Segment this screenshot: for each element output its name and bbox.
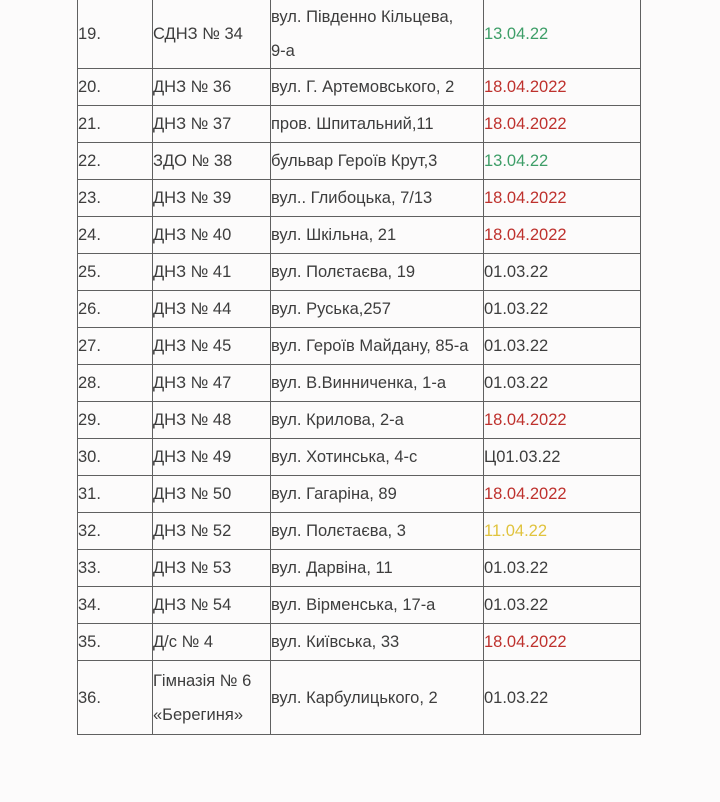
table-body: 19. СДНЗ № 34 вул. Південно Кільцева, 9-…: [77, 0, 641, 735]
date-cell: 18.04.2022: [483, 105, 641, 143]
row-number-cell: 23.: [77, 179, 153, 217]
row-number-cell: 24.: [77, 216, 153, 254]
date-cell: 18.04.2022: [483, 623, 641, 661]
date-cell: 01.03.22: [483, 364, 641, 402]
institution-cell: ДНЗ № 39: [152, 179, 271, 217]
row-number-cell: 26.: [77, 290, 153, 328]
institution-cell: Гімназія № 6 «Берегиня»: [152, 660, 271, 735]
table-row: 26. ДНЗ № 44 вул. Руська,257 01.03.22: [77, 290, 641, 328]
address-cell: вул. Г. Артемовського, 2: [270, 68, 484, 106]
table-row: 29. ДНЗ № 48 вул. Крилова, 2-а 18.04.202…: [77, 401, 641, 439]
row-number-cell: 21.: [77, 105, 153, 143]
row-number-cell: 22.: [77, 142, 153, 180]
row-number-cell: 31.: [77, 475, 153, 513]
date-cell: Ц01.03.22: [483, 438, 641, 476]
address-cell: вул. Гагаріна, 89: [270, 475, 484, 513]
row-number-cell: 20.: [77, 68, 153, 106]
address-cell: вул. Полєтаєва, 3: [270, 512, 484, 550]
date-cell: 01.03.22: [483, 549, 641, 587]
table-row: 25. ДНЗ № 41 вул. Полєтаєва, 19 01.03.22: [77, 253, 641, 291]
address-cell: вул. Київська, 33: [270, 623, 484, 661]
table-row: 31. ДНЗ № 50 вул. Гагаріна, 89 18.04.202…: [77, 475, 641, 513]
address-cell: вул. Полєтаєва, 19: [270, 253, 484, 291]
address-cell: вул. Героїв Майдану, 85-а: [270, 327, 484, 365]
row-number-cell: 34.: [77, 586, 153, 624]
address-cell: вул. Дарвіна, 11: [270, 549, 484, 587]
date-cell: 11.04.22: [483, 512, 641, 550]
table-row: 20. ДНЗ № 36 вул. Г. Артемовського, 2 18…: [77, 68, 641, 106]
institution-cell: ДНЗ № 49: [152, 438, 271, 476]
institution-cell: ДНЗ № 36: [152, 68, 271, 106]
row-number-cell: 25.: [77, 253, 153, 291]
date-cell: 18.04.2022: [483, 216, 641, 254]
institution-cell: ЗДО № 38: [152, 142, 271, 180]
row-number-cell: 32.: [77, 512, 153, 550]
table-row: 23. ДНЗ № 39 вул.. Глибоцька, 7/13 18.04…: [77, 179, 641, 217]
institution-cell: СДНЗ № 34: [152, 0, 271, 69]
table-row: 35. Д/с № 4 вул. Київська, 33 18.04.2022: [77, 623, 641, 661]
table-row: 36. Гімназія № 6 «Берегиня» вул. Карбули…: [77, 660, 641, 735]
table-row: 28. ДНЗ № 47 вул. В.Винниченка, 1-а 01.0…: [77, 364, 641, 402]
address-cell: вул. Хотинська, 4-с: [270, 438, 484, 476]
institution-cell: ДНЗ № 40: [152, 216, 271, 254]
institution-cell: ДНЗ № 44: [152, 290, 271, 328]
date-cell: 01.03.22: [483, 660, 641, 735]
institutions-schedule-table: 19. СДНЗ № 34 вул. Південно Кільцева, 9-…: [77, 0, 641, 735]
date-cell: 01.03.22: [483, 586, 641, 624]
address-cell: вул. Вірменська, 17-а: [270, 586, 484, 624]
row-number-cell: 29.: [77, 401, 153, 439]
row-number-cell: 28.: [77, 364, 153, 402]
row-number-cell: 33.: [77, 549, 153, 587]
institution-cell: ДНЗ № 45: [152, 327, 271, 365]
table-row: 33. ДНЗ № 53 вул. Дарвіна, 11 01.03.22: [77, 549, 641, 587]
institution-cell: ДНЗ № 52: [152, 512, 271, 550]
date-cell: 01.03.22: [483, 327, 641, 365]
institution-cell: ДНЗ № 47: [152, 364, 271, 402]
row-number-cell: 19.: [77, 0, 153, 69]
address-cell: бульвар Героїв Крут,3: [270, 142, 484, 180]
address-cell: пров. Шпитальний,11: [270, 105, 484, 143]
table-row: 32. ДНЗ № 52 вул. Полєтаєва, 3 11.04.22: [77, 512, 641, 550]
row-number-cell: 36.: [77, 660, 153, 735]
table-row: 34. ДНЗ № 54 вул. Вірменська, 17-а 01.03…: [77, 586, 641, 624]
table-row: 27. ДНЗ № 45 вул. Героїв Майдану, 85-а 0…: [77, 327, 641, 365]
institution-cell: ДНЗ № 48: [152, 401, 271, 439]
institution-cell: ДНЗ № 54: [152, 586, 271, 624]
table-row: 21. ДНЗ № 37 пров. Шпитальний,11 18.04.2…: [77, 105, 641, 143]
date-cell: 18.04.2022: [483, 179, 641, 217]
address-cell: вул. Крилова, 2-а: [270, 401, 484, 439]
date-cell: 13.04.22: [483, 142, 641, 180]
institution-cell: ДНЗ № 53: [152, 549, 271, 587]
address-cell: вул.. Глибоцька, 7/13: [270, 179, 484, 217]
date-cell: 01.03.22: [483, 253, 641, 291]
address-cell: вул. Руська,257: [270, 290, 484, 328]
institution-cell: ДНЗ № 37: [152, 105, 271, 143]
date-cell: 13.04.22: [483, 0, 641, 69]
institution-cell: ДНЗ № 50: [152, 475, 271, 513]
date-cell: 18.04.2022: [483, 401, 641, 439]
date-cell: 01.03.22: [483, 290, 641, 328]
address-cell: вул. Південно Кільцева, 9-а: [270, 0, 484, 69]
row-number-cell: 27.: [77, 327, 153, 365]
institution-cell: ДНЗ № 41: [152, 253, 271, 291]
date-cell: 18.04.2022: [483, 68, 641, 106]
table-row: 22. ЗДО № 38 бульвар Героїв Крут,3 13.04…: [77, 142, 641, 180]
address-cell: вул. Карбулицького, 2: [270, 660, 484, 735]
date-cell: 18.04.2022: [483, 475, 641, 513]
institution-cell: Д/с № 4: [152, 623, 271, 661]
table-row: 30. ДНЗ № 49 вул. Хотинська, 4-с Ц01.03.…: [77, 438, 641, 476]
table-row: 24. ДНЗ № 40 вул. Шкільна, 21 18.04.2022: [77, 216, 641, 254]
row-number-cell: 35.: [77, 623, 153, 661]
table-row: 19. СДНЗ № 34 вул. Південно Кільцева, 9-…: [77, 0, 641, 69]
address-cell: вул. В.Винниченка, 1-а: [270, 364, 484, 402]
address-cell: вул. Шкільна, 21: [270, 216, 484, 254]
row-number-cell: 30.: [77, 438, 153, 476]
